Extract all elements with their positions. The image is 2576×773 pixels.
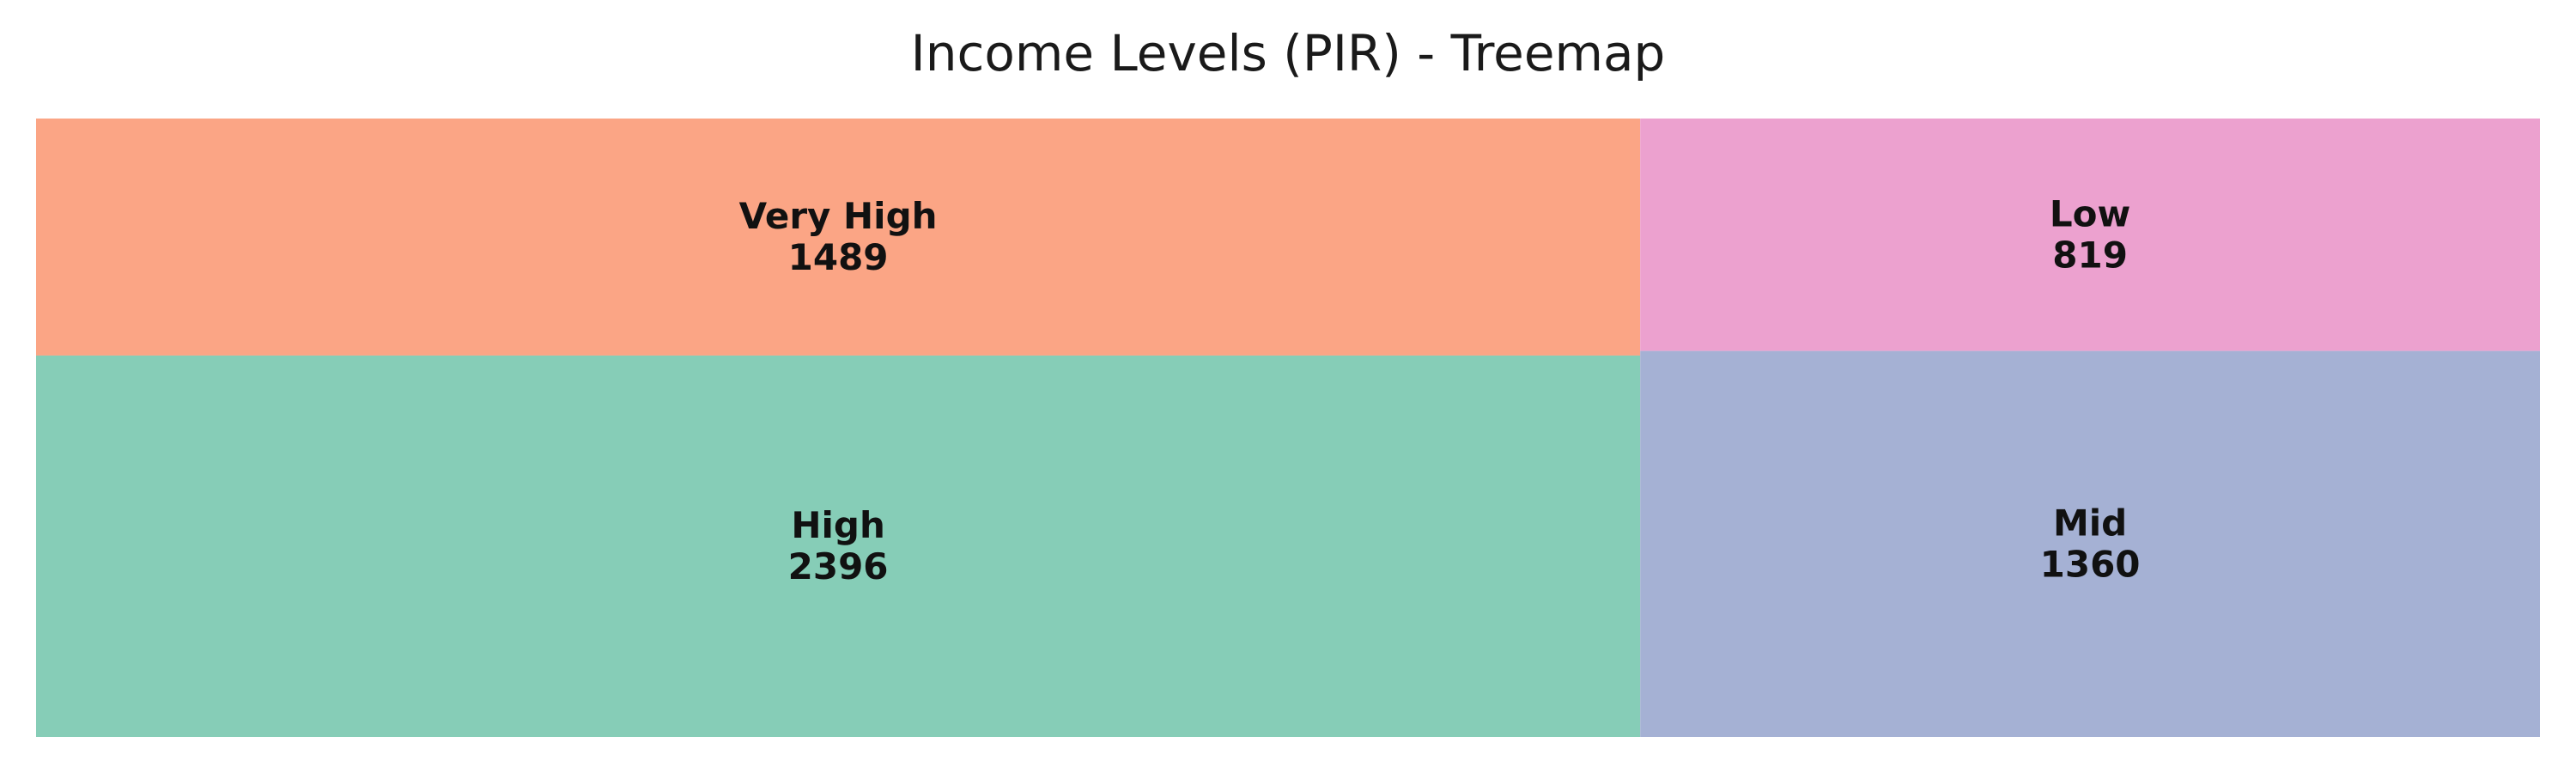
tile-label-low: Low [2050, 192, 2130, 234]
tile-mid [1640, 350, 2540, 737]
tile-value-very-high: 1489 [788, 236, 889, 278]
tile-value-high: 2396 [788, 545, 889, 587]
tile-value-mid: 1360 [2040, 543, 2141, 585]
tile-very-high [36, 119, 1641, 356]
tile-value-low: 819 [2052, 234, 2128, 276]
tile-low [1640, 119, 2540, 351]
tile-label-mid: Mid [2053, 502, 2127, 544]
chart-title: Income Levels (PIR) - Treemap [910, 24, 1666, 82]
tile-label-high: High [791, 504, 885, 546]
tile-label-very-high: Very High [739, 195, 938, 237]
tile-high [36, 355, 1641, 737]
